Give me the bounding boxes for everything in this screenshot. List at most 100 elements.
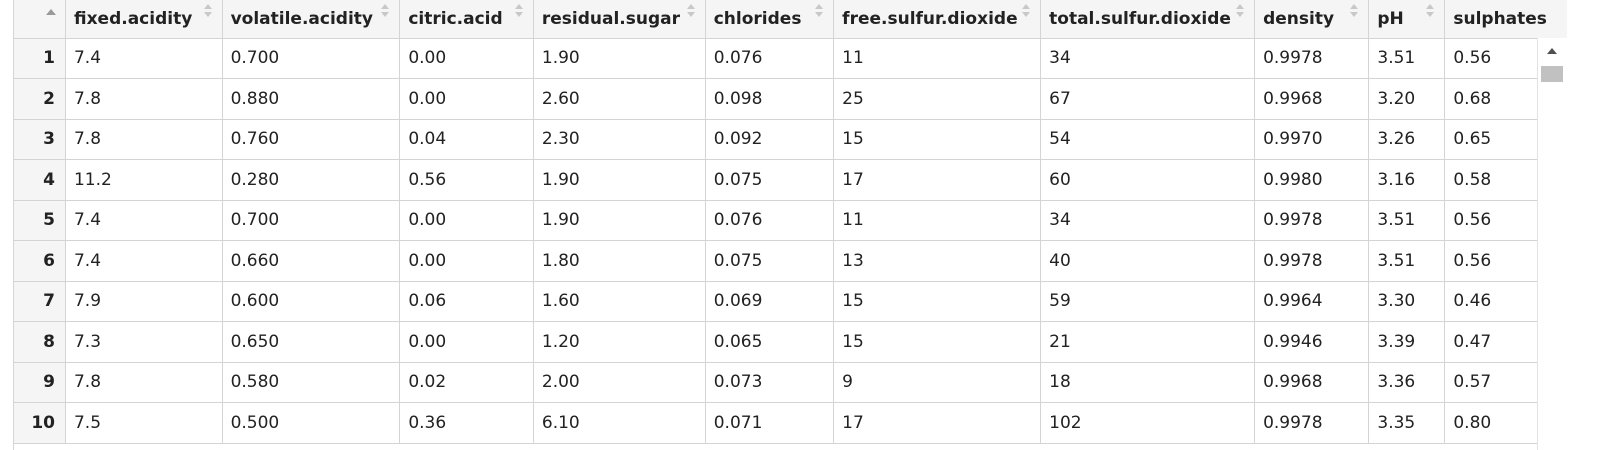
table-row: 1 7.4 0.700 0.00 1.90 0.076 11 34 0.9978… xyxy=(14,38,1570,79)
table-cell: 1.20 xyxy=(533,321,706,363)
column-header-chlorides[interactable]: chlorides xyxy=(705,0,835,39)
column-header-fixed-acidity[interactable]: fixed.acidity xyxy=(65,0,223,39)
column-header-residual-sugar[interactable]: residual.sugar xyxy=(533,0,706,39)
table-cell: 7.4 xyxy=(65,200,223,241)
table-cell: 7.3 xyxy=(65,321,223,363)
table-cell: 3.35 xyxy=(1368,402,1446,444)
sort-arrows-icon xyxy=(203,4,214,20)
table-cell: 2.00 xyxy=(533,362,706,403)
column-header-sulphates[interactable]: sulphates xyxy=(1444,0,1570,39)
row-number: 5 xyxy=(14,200,66,241)
table-cell: 0.280 xyxy=(222,159,401,201)
column-header-label: total.sulfur.dioxide xyxy=(1049,8,1231,29)
table-cell: 7.4 xyxy=(65,240,223,282)
table-cell: 0.700 xyxy=(222,200,401,241)
table-cell: 0.9968 xyxy=(1254,362,1370,403)
scrollbar-thumb[interactable] xyxy=(1541,66,1563,82)
table-cell: 7.9 xyxy=(65,281,223,322)
row-number: 8 xyxy=(14,321,66,363)
table-cell: 67 xyxy=(1040,78,1256,120)
sort-arrows-icon xyxy=(686,4,697,20)
column-header-label: pH xyxy=(1377,8,1404,29)
table-cell: 0.9978 xyxy=(1254,38,1370,79)
table-cell: 0.9980 xyxy=(1254,159,1370,201)
table-cell: 3.16 xyxy=(1368,159,1446,201)
table-cell: 0.00 xyxy=(399,78,534,120)
table-cell: 0.02 xyxy=(399,362,534,403)
table-cell: 15 xyxy=(833,281,1042,322)
table-cell: 3.51 xyxy=(1368,240,1446,282)
column-header-label: density xyxy=(1263,8,1335,29)
column-header-label: volatile.acidity xyxy=(230,8,373,29)
table-cell: 0.660 xyxy=(222,240,401,282)
table-cell: 3.30 xyxy=(1368,281,1446,322)
table-row: 5 7.4 0.700 0.00 1.90 0.076 11 34 0.9978… xyxy=(14,200,1570,241)
row-number: 4 xyxy=(14,159,66,201)
table-cell: 0.092 xyxy=(705,119,835,160)
table-cell: 0.00 xyxy=(399,200,534,241)
table-cell: 0.9978 xyxy=(1254,402,1370,444)
column-header-label: citric.acid xyxy=(408,8,503,29)
row-number-header[interactable] xyxy=(14,0,66,39)
row-number: 3 xyxy=(14,119,66,160)
column-header-density[interactable]: density xyxy=(1254,0,1370,39)
vertical-scrollbar[interactable] xyxy=(1537,38,1567,450)
scroll-up-arrow-icon[interactable] xyxy=(1547,48,1557,54)
table-cell: 7.8 xyxy=(65,362,223,403)
table-cell: 9 xyxy=(833,362,1042,403)
table-row: 8 7.3 0.650 0.00 1.20 0.065 15 21 0.9946… xyxy=(14,321,1570,363)
sort-arrows-icon xyxy=(1022,4,1032,20)
column-header-ph[interactable]: pH xyxy=(1368,0,1446,39)
table-cell: 7.8 xyxy=(65,119,223,160)
table-cell: 1.90 xyxy=(533,200,706,241)
table-cell: 0.36 xyxy=(399,402,534,444)
table-cell: 1.90 xyxy=(533,159,706,201)
table-cell: 0.04 xyxy=(399,119,534,160)
row-number: 6 xyxy=(14,240,66,282)
sort-arrows-icon xyxy=(815,4,825,20)
column-header-total-sulfur-dioxide[interactable]: total.sulfur.dioxide xyxy=(1040,0,1256,39)
table-cell: 2.30 xyxy=(533,119,706,160)
table-cell: 15 xyxy=(833,321,1042,363)
table-cell: 40 xyxy=(1040,240,1256,282)
column-header-volatile-acidity[interactable]: volatile.acidity xyxy=(222,0,401,39)
table-row: 9 7.8 0.580 0.02 2.00 0.073 9 18 0.9968 … xyxy=(14,362,1570,403)
table-cell: 3.36 xyxy=(1368,362,1446,403)
table-cell: 3.26 xyxy=(1368,119,1446,160)
table-row: 6 7.4 0.660 0.00 1.80 0.075 13 40 0.9978… xyxy=(14,240,1570,282)
table-cell: 21 xyxy=(1040,321,1256,363)
table-cell: 25 xyxy=(833,78,1042,120)
table-cell: 0.075 xyxy=(705,240,835,282)
column-header-label: chlorides xyxy=(713,8,802,29)
table-cell: 59 xyxy=(1040,281,1256,322)
table-cell: 0.56 xyxy=(399,159,534,201)
column-header-label: residual.sugar xyxy=(541,8,681,29)
table-cell: 6.10 xyxy=(533,402,706,444)
table-cell: 3.39 xyxy=(1368,321,1446,363)
table-cell: 0.00 xyxy=(399,240,534,282)
table-cell: 0.580 xyxy=(222,362,401,403)
table-cell: 0.760 xyxy=(222,119,401,160)
table-cell: 0.065 xyxy=(705,321,835,363)
triangle-up-icon xyxy=(46,9,56,15)
left-gutter xyxy=(0,0,14,450)
table-cell: 0.069 xyxy=(705,281,835,322)
column-header-label: fixed.acidity xyxy=(73,8,193,29)
table-cell: 1.90 xyxy=(533,38,706,79)
table-cell: 0.600 xyxy=(222,281,401,322)
column-header-free-sulfur-dioxide[interactable]: free.sulfur.dioxide xyxy=(833,0,1042,39)
table-cell: 0.071 xyxy=(705,402,835,444)
table-cell: 0.650 xyxy=(222,321,401,363)
table-cell: 0.700 xyxy=(222,38,401,79)
table-cell: 0.9970 xyxy=(1254,119,1370,160)
table-cell: 1.80 xyxy=(533,240,706,282)
table-row: 3 7.8 0.760 0.04 2.30 0.092 15 54 0.9970… xyxy=(14,119,1570,160)
table-row: 10 7.5 0.500 0.36 6.10 0.071 17 102 0.99… xyxy=(14,402,1570,444)
row-number: 7 xyxy=(14,281,66,322)
column-header-citric-acid[interactable]: citric.acid xyxy=(399,0,534,39)
table-cell: 0.00 xyxy=(399,38,534,79)
table-row: 7 7.9 0.600 0.06 1.60 0.069 15 59 0.9964… xyxy=(14,281,1570,322)
table-cell: 3.51 xyxy=(1368,200,1446,241)
table-cell: 15 xyxy=(833,119,1042,160)
